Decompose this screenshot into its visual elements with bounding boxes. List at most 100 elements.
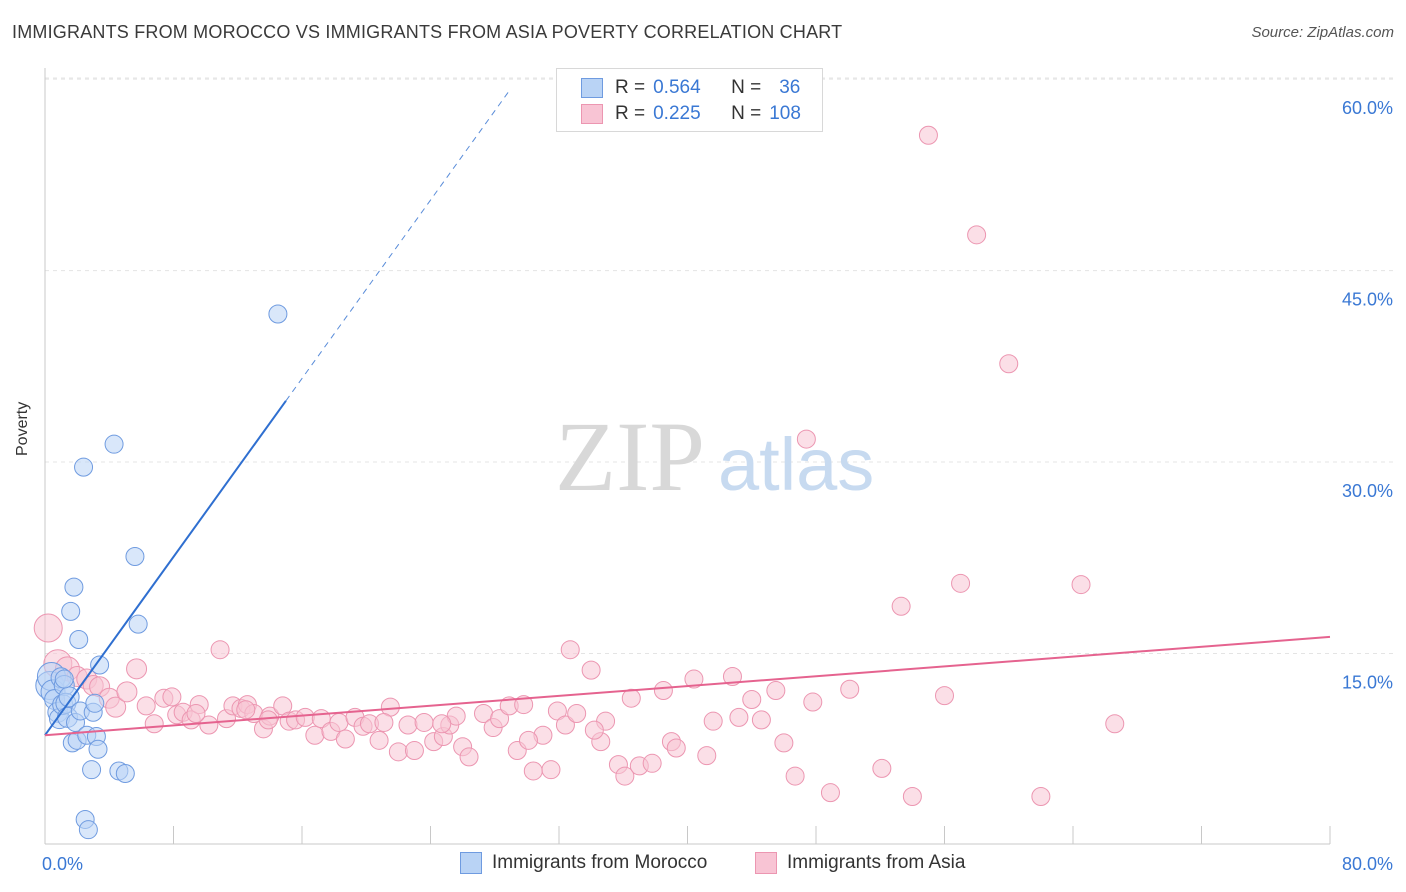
asia-point (162, 687, 182, 707)
asia-point (722, 667, 742, 687)
legend-row-morocco: R = 0.564 N = 36 (581, 75, 800, 101)
asia-point (796, 429, 816, 449)
asia-point (1071, 575, 1091, 595)
asia-point (555, 715, 575, 735)
asia-point (840, 679, 860, 699)
asia-point (902, 786, 922, 806)
asia-point (490, 709, 510, 729)
asia-point (697, 746, 717, 766)
asia-point (872, 758, 892, 778)
asia-point (653, 681, 673, 701)
legend-r-value-asia: 0.225 (653, 103, 701, 124)
asia-point (935, 686, 954, 706)
bottom-legend-label-asia: Immigrants from Asia (787, 852, 966, 873)
morocco-point (85, 693, 105, 713)
asia-point (459, 747, 479, 767)
asia-point (785, 766, 805, 786)
asia-point (126, 658, 148, 680)
morocco-point (125, 547, 145, 567)
asia-point (567, 704, 587, 724)
asia-point (967, 225, 987, 245)
asia-point (369, 730, 389, 750)
asia-point (523, 761, 543, 781)
asia-point (305, 725, 325, 745)
legend-n-label: N = (731, 103, 762, 124)
y-tick-label: 60.0% (1342, 98, 1393, 118)
asia-point (432, 714, 452, 734)
morocco-point (90, 655, 110, 675)
morocco-trendline (44, 400, 287, 736)
asia-point (621, 688, 641, 708)
morocco-point (128, 614, 148, 634)
asia-point (258, 710, 278, 730)
asia-point (398, 715, 418, 735)
watermark-atlas: atlas (718, 423, 874, 506)
asia-point (414, 712, 434, 732)
asia-point (766, 681, 786, 701)
asia-point (116, 681, 138, 703)
asia-point (295, 707, 315, 727)
asia-point (951, 573, 971, 593)
morocco-point (74, 457, 94, 477)
asia-point (404, 741, 424, 761)
legend-swatch-morocco (581, 78, 603, 98)
asia-point (210, 640, 230, 660)
legend-swatch-asia (581, 104, 603, 124)
source-label: Source: ZipAtlas.com (1251, 24, 1394, 41)
asia-point (560, 640, 580, 660)
asia-point (581, 660, 601, 680)
asia-point (891, 596, 911, 616)
gridlines (45, 77, 1395, 655)
y-tick-label: 30.0% (1342, 481, 1393, 501)
morocco-point (115, 764, 135, 784)
trendlines (44, 88, 1331, 737)
legend-n-value-asia: 108 (769, 103, 801, 124)
correlation-legend: R = 0.564 N = 36 R = 0.225 N = 108 (556, 68, 823, 132)
bottom-legend-asia: Immigrants from Asia (755, 852, 965, 874)
legend-n-label: N = (731, 77, 762, 98)
morocco-points (35, 304, 288, 840)
asia-point (820, 783, 840, 803)
morocco-point (104, 434, 124, 454)
morocco-point (268, 304, 288, 324)
morocco-point (69, 629, 89, 649)
morocco-point (88, 739, 108, 759)
asia-point (388, 742, 408, 762)
asia-point (999, 354, 1019, 374)
asia-point (1031, 786, 1051, 806)
legend-r-label: R = (615, 103, 646, 124)
asia-point (144, 714, 164, 734)
asia-point (918, 125, 938, 145)
asia-point (374, 712, 394, 732)
asia-point (615, 766, 635, 786)
morocco-point (64, 577, 84, 597)
legend-row-asia: R = 0.225 N = 108 (581, 101, 801, 127)
asia-point (33, 613, 63, 643)
y-tick-label: 45.0% (1342, 290, 1393, 310)
bottom-legend-swatch-asia (755, 852, 777, 874)
asia-point (1105, 714, 1125, 734)
legend-n-value-morocco: 36 (779, 77, 801, 98)
morocco-point (54, 669, 74, 689)
x-tick-label-max: 80.0% (1342, 854, 1393, 874)
asia-point (774, 733, 794, 753)
asia-point (742, 689, 762, 709)
morocco-point (78, 820, 98, 840)
chart-title: IMMIGRANTS FROM MOROCCO VS IMMIGRANTS FR… (12, 22, 843, 42)
x-tick-label-min: 0.0% (42, 854, 83, 874)
morocco-point (82, 760, 102, 780)
asia-point (105, 696, 127, 718)
asia-point (642, 753, 662, 773)
legend-r-value-morocco: 0.564 (653, 77, 701, 98)
asia-point (186, 704, 206, 724)
asia-point (584, 720, 604, 740)
bottom-legend-morocco: Immigrants from Morocco (460, 852, 707, 874)
asia-point (729, 707, 749, 727)
asia-point (136, 696, 156, 716)
asia-point (703, 711, 723, 731)
y-axis-label: Poverty (14, 401, 31, 456)
legend-r-label: R = (615, 77, 646, 98)
asia-point (514, 695, 534, 715)
asia-point (541, 760, 561, 780)
